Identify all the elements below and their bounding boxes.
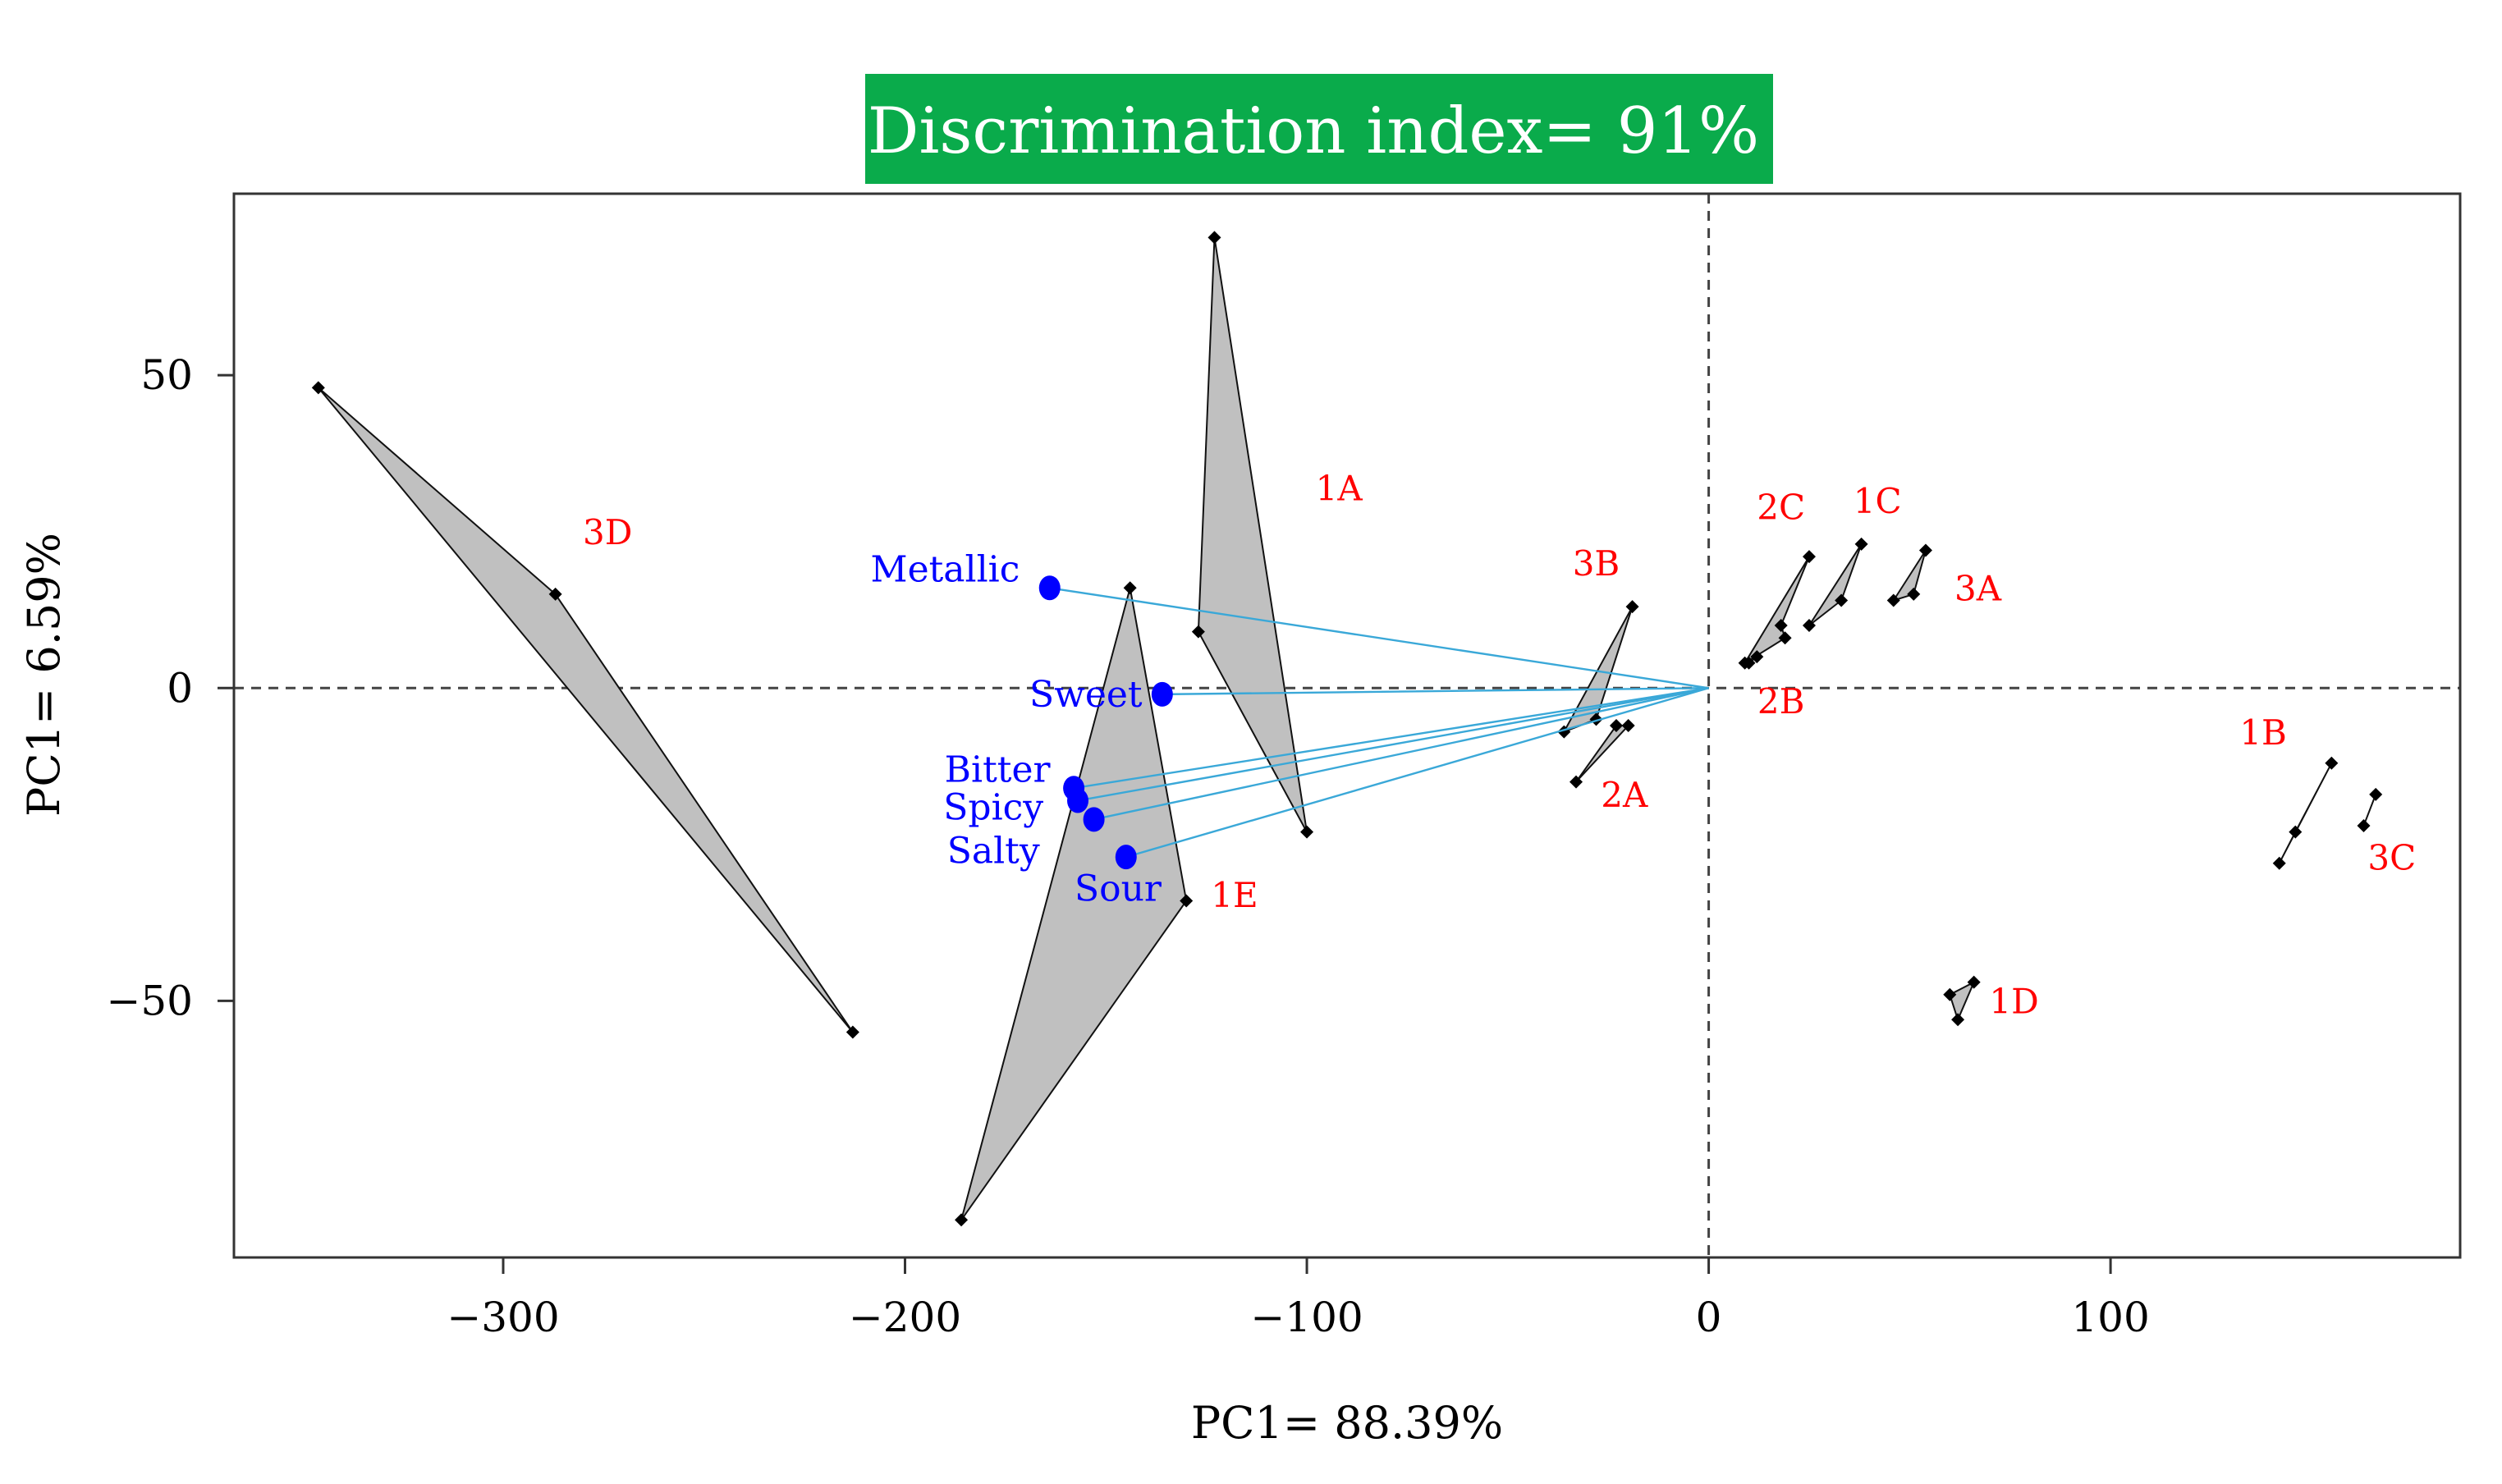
group-polygon-1d [1949,981,1975,1021]
axis-ticks: −300 −200 −100 0 100 50 0 −50 [106,351,2149,1341]
loading-point-salty [1083,807,1105,832]
loading-line-bitter [1073,687,1709,790]
loading-label-salty: Salty [947,831,1040,873]
sample-point [1951,1013,1965,1027]
sample-point [1750,650,1764,664]
group-label-1d: 1D [1989,982,2038,1022]
group-label-1b: 1B [2239,712,2287,753]
sample-point [845,1025,859,1039]
y-axis-label: PC1= 6.59% [18,533,70,817]
group-polygon-3d [317,387,854,1033]
loading-line-salty [1093,687,1709,821]
sample-point [1300,825,1314,839]
sample-point [1943,987,1957,1001]
sample-point [1802,619,1816,633]
loading-line-sweet [1162,687,1709,696]
sample-point [1778,631,1792,645]
loading-label-bitter: Bitter [945,749,1052,791]
sample-point [1802,550,1816,564]
group-polygons [311,231,2383,1227]
loading-point-sweet [1151,681,1173,707]
sample-point [2289,825,2303,839]
sample-point [1854,537,1868,551]
loading-label-sour: Sour [1075,868,1162,909]
sample-point [311,381,325,395]
sample-point [1569,775,1583,789]
y-tick-label: 50 [140,351,193,399]
x-tick-label: 0 [1696,1294,1722,1341]
group-label-3b: 3B [1573,543,1620,584]
group-label-1a: 1A [1316,469,1363,509]
sample-point [1742,656,1756,670]
group-polygon-1b [2278,762,2333,864]
y-tick-label: 0 [167,664,193,712]
sample-point [2325,756,2339,770]
sample-point [1835,593,1849,607]
title-banner [865,74,1773,184]
chart-title: Discrimination index= 91% [868,94,1759,168]
sample-point [1907,587,1921,601]
group-label-2b: 2B [1757,681,1805,721]
sample-point [2357,818,2371,832]
group-label-3a: 3A [1954,569,2002,609]
group-label-2a: 2A [1601,775,1648,815]
sample-point [1774,619,1788,633]
sample-point [1207,231,1221,245]
loading-line-metallic [1049,587,1709,689]
sample-point [1609,719,1623,732]
sample-point [1621,719,1635,732]
sample-point [2369,787,2383,801]
sample-point [955,1213,969,1227]
x-tick-label: 100 [2071,1294,2149,1341]
group-label-1c: 1C [1854,481,1902,521]
group-polygon-1e [960,587,1188,1221]
group-polygon-3a [1892,549,1927,602]
x-axis-label: PC1= 88.39% [1191,1397,1503,1449]
loading-line-sour [1125,687,1709,859]
sample-point [1180,894,1194,908]
loading-line-spicy [1077,687,1709,802]
sample-point [1967,975,1981,989]
x-tick-label: −200 [849,1294,961,1341]
group-labels: 3D 1A 1E 3B 2A 2C 1C 3A 2B 1B 3C 1D [583,469,2416,1022]
sample-point [1886,593,1900,607]
sample-point [548,587,562,601]
group-label-3c: 3C [2367,837,2416,877]
group-label-2c: 2C [1757,487,1805,527]
loading-label-metallic: Metallic [871,549,1020,591]
loading-point-sour [1115,845,1137,870]
plot-frame [232,192,2462,1259]
group-label-3d: 3D [583,512,632,552]
y-tick-label: −50 [106,977,193,1024]
loading-point-metallic [1038,575,1061,601]
loading-label-sweet: Sweet [1029,674,1143,716]
loading-label-spicy: Spicy [943,786,1043,828]
sample-point [1123,581,1137,595]
x-tick-label: −300 [447,1294,559,1341]
group-polygon-1c [1808,543,1863,626]
sample-point [1918,543,1932,557]
sample-point [1625,600,1639,614]
sample-point [1191,625,1205,639]
loading-point-spicy [1067,788,1089,813]
x-tick-label: −100 [1250,1294,1363,1341]
group-polygon-1a [1197,236,1308,833]
sample-point [2272,856,2286,870]
loading-vectors [1038,575,1709,870]
group-label-1e: 1E [1211,875,1258,915]
